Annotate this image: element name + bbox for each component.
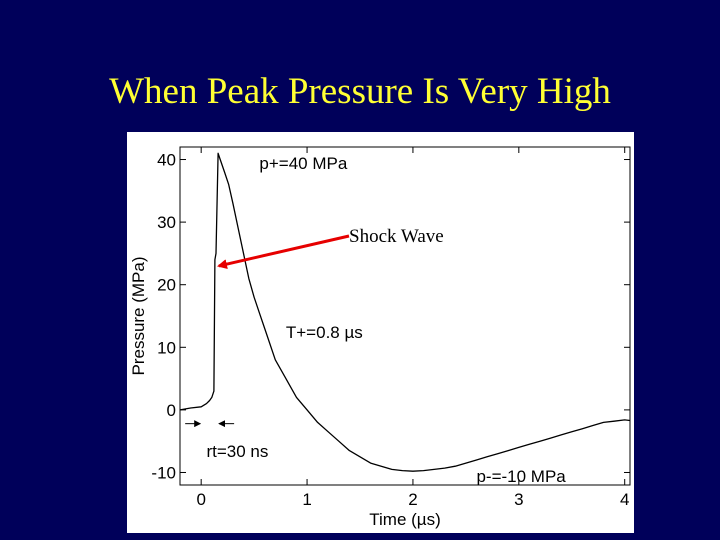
slide-title: When Peak Pressure Is Very High <box>109 71 611 112</box>
y-tick-label: -10 <box>151 463 176 482</box>
x-tick-label: 3 <box>514 490 523 509</box>
y-tick-label: 20 <box>157 276 176 295</box>
y-tick-label: 0 <box>167 401 176 420</box>
pressure-chart: -10 0 10 20 30 40 0 1 2 3 4 Time (µs) Pressure (MPa)… <box>129 146 631 529</box>
plot-panel: -10 0 10 20 30 40 0 1 2 3 4 Time (µs) Pressure (MPa)… <box>127 132 634 533</box>
annotation-label: rt=30 ns <box>206 442 268 461</box>
annotation-label: p-=-10 MPa <box>476 467 566 486</box>
x-tick-label: 1 <box>302 490 311 509</box>
y-tick-label: 40 <box>157 151 176 170</box>
x-tick-label: 0 <box>196 490 205 509</box>
x-tick-label: 4 <box>620 490 629 509</box>
y-tick-label: 30 <box>157 213 176 232</box>
shock-wave-label: Shock Wave <box>349 226 444 247</box>
x-tick-label: 2 <box>408 490 417 509</box>
y-tick-label: 10 <box>157 338 176 357</box>
plot-frame <box>179 146 631 486</box>
x-axis-label: Time (µs) <box>369 510 441 529</box>
annotation-label: p+=40 MPa <box>259 154 347 173</box>
annotation-label: T+=0.8 µs <box>286 323 363 342</box>
y-axis-label: Pressure (MPa) <box>129 256 148 375</box>
shock-wave-arrow <box>216 234 350 270</box>
pressure-trace <box>179 152 631 472</box>
